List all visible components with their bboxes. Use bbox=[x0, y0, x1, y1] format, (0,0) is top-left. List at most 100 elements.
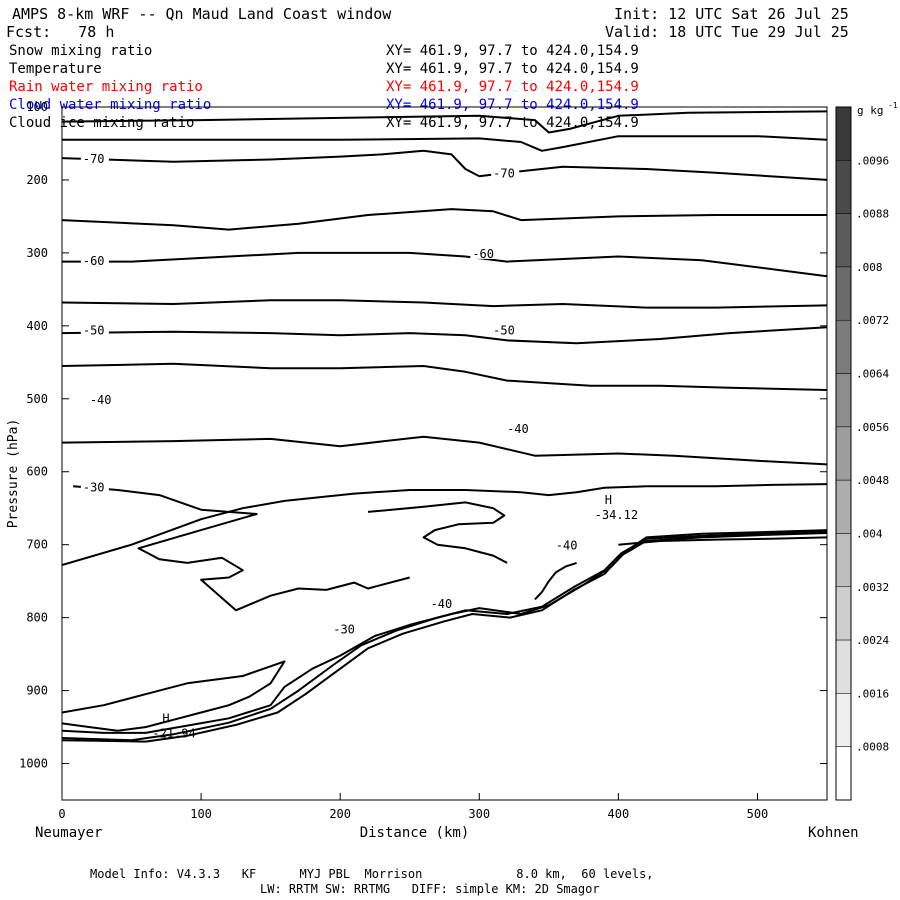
field-xy-3: XY= 461.9, 97.7 to 424.0,154.9 bbox=[386, 97, 639, 113]
contour-label-bg-6 bbox=[87, 391, 116, 405]
colorbar-label-8: .0032 bbox=[856, 581, 889, 594]
extremum-value-1: -21.94 bbox=[152, 727, 195, 741]
contour-line-14 bbox=[62, 530, 827, 742]
colorbar-segment-11 bbox=[835, 693, 852, 747]
contour-line-12 bbox=[62, 660, 286, 732]
contour-line-9 bbox=[62, 483, 827, 567]
contour-label-3: -60 bbox=[472, 247, 494, 261]
colorbar-label-6: .0048 bbox=[856, 474, 889, 487]
contour-label-bg-3 bbox=[470, 245, 499, 259]
field-name-0: Snow mixing ratio bbox=[9, 43, 153, 59]
field-xy-1: XY= 461.9, 97.7 to 424.0,154.9 bbox=[386, 61, 639, 77]
x-tick-label-5: 500 bbox=[747, 807, 769, 821]
contour-line-2 bbox=[62, 149, 827, 181]
colorbar-segment-2 bbox=[835, 213, 852, 268]
model-info-line-1: Model Info: V4.3.3 KF MYJ PBL Morrison 8… bbox=[90, 867, 654, 881]
x-end-label: Kohnen bbox=[808, 825, 859, 841]
extremum-marker-0: H bbox=[605, 493, 612, 507]
x-tick-label-1: 100 bbox=[190, 807, 212, 821]
y-tick-label-2: 300 bbox=[26, 246, 48, 260]
contour-label-bg-2 bbox=[80, 253, 109, 267]
x-tick-label-0: 0 bbox=[58, 807, 65, 821]
colorbar-segment-0 bbox=[835, 106, 852, 161]
colorbar-label-9: .0024 bbox=[856, 634, 889, 647]
contour-line-1 bbox=[62, 135, 827, 152]
model-info-line-2: LW: RRTM SW: RRTMG DIFF: simple KM: 2D S… bbox=[260, 882, 600, 896]
contour-label-9: -40 bbox=[556, 539, 578, 553]
contour-label-0: -70 bbox=[83, 152, 105, 166]
contour-label-bg-4 bbox=[80, 322, 109, 336]
contour-line-3 bbox=[62, 208, 827, 231]
x-tick-label-2: 200 bbox=[329, 807, 351, 821]
contour-line-5 bbox=[62, 299, 827, 309]
colorbar-unit-exponent: -1 bbox=[888, 101, 898, 110]
map-title: AMPS 8-km WRF -- Qn Maud Land Coast wind… bbox=[12, 5, 392, 23]
contour-label-10: -40 bbox=[431, 597, 453, 611]
colorbar-label-0: .0096 bbox=[856, 154, 889, 167]
x-axis-label: Distance (km) bbox=[360, 825, 470, 841]
contour-label-4: -50 bbox=[83, 323, 105, 337]
contour-label-1: -70 bbox=[493, 167, 515, 181]
y-tick-label-1: 200 bbox=[26, 173, 48, 187]
contour-line-13 bbox=[62, 529, 827, 734]
colorbar-segment-3 bbox=[835, 266, 852, 321]
contour-line-17 bbox=[618, 536, 827, 546]
colorbar-label-7: .004 bbox=[856, 527, 883, 540]
contour-line-4 bbox=[62, 251, 827, 278]
colorbar-unit: g kg bbox=[857, 104, 884, 117]
contour-label-6: -40 bbox=[90, 393, 112, 407]
colorbar-segment-7 bbox=[835, 479, 852, 534]
field-name-2: Rain water mixing ratio bbox=[9, 79, 203, 95]
field-xy-0: XY= 461.9, 97.7 to 424.0,154.9 bbox=[386, 43, 639, 59]
contour-label-7: -40 bbox=[507, 422, 529, 436]
contour-line-8 bbox=[62, 435, 827, 466]
y-axis-label: Pressure (hPa) bbox=[6, 419, 21, 529]
extremum-marker-1: H bbox=[162, 712, 169, 726]
y-tick-label-9: 1000 bbox=[19, 757, 48, 771]
colorbar-segment-10 bbox=[835, 639, 852, 694]
colorbar-segment-6 bbox=[835, 426, 852, 481]
contour-label-11: -30 bbox=[333, 623, 355, 637]
colorbar-label-10: .0016 bbox=[856, 687, 889, 700]
contour-label-bg-9 bbox=[553, 537, 582, 551]
valid-time: Valid: 18 UTC Tue 29 Jul 25 bbox=[605, 23, 849, 41]
colorbar-label-1: .0088 bbox=[856, 208, 889, 221]
colorbar-segment-1 bbox=[835, 160, 852, 214]
field-name-4: Cloud ice mixing ratio bbox=[9, 115, 195, 131]
contour-line-6 bbox=[62, 326, 827, 345]
y-tick-label-3: 400 bbox=[26, 319, 48, 333]
contour-label-bg-10 bbox=[428, 596, 457, 610]
contour-line-7 bbox=[62, 362, 827, 391]
contour-label-2: -60 bbox=[83, 254, 105, 268]
field-xy-2: XY= 461.9, 97.7 to 424.0,154.9 bbox=[386, 79, 639, 95]
field-name-1: Temperature bbox=[9, 61, 102, 77]
y-tick-label-6: 700 bbox=[26, 538, 48, 552]
contour-label-bg-8 bbox=[80, 479, 109, 493]
contour-label-bg-1 bbox=[491, 165, 520, 179]
colorbar-label-5: .0056 bbox=[856, 421, 889, 434]
plot-frame bbox=[61, 106, 828, 801]
contour-line-11 bbox=[367, 501, 508, 564]
colorbar-segment-5 bbox=[835, 373, 852, 428]
y-tick-label-5: 600 bbox=[26, 465, 48, 479]
contour-label-bg-0 bbox=[80, 151, 109, 165]
y-tick-label-0: 100 bbox=[26, 100, 48, 114]
colorbar-segment-12 bbox=[835, 746, 852, 801]
colorbar-label-3: .0072 bbox=[856, 314, 889, 327]
contour-line-16 bbox=[534, 561, 577, 601]
colorbar-segment-9 bbox=[835, 586, 852, 641]
contour-label-bg-5 bbox=[491, 322, 520, 336]
colorbar-segment-8 bbox=[835, 533, 852, 588]
contour-line-0 bbox=[62, 110, 827, 134]
contour-label-bg-7 bbox=[505, 420, 534, 434]
x-tick-label-3: 300 bbox=[468, 807, 490, 821]
contour-label-5: -50 bbox=[493, 323, 515, 337]
y-tick-label-4: 500 bbox=[26, 392, 48, 406]
forecast-hour: Fcst: 78 h bbox=[6, 23, 115, 41]
colorbar-label-4: .0064 bbox=[856, 368, 889, 381]
x-tick-label-4: 400 bbox=[608, 807, 630, 821]
contour-label-bg-11 bbox=[331, 621, 360, 635]
colorbar-frame bbox=[835, 106, 852, 801]
colorbar-segment-4 bbox=[835, 319, 852, 374]
